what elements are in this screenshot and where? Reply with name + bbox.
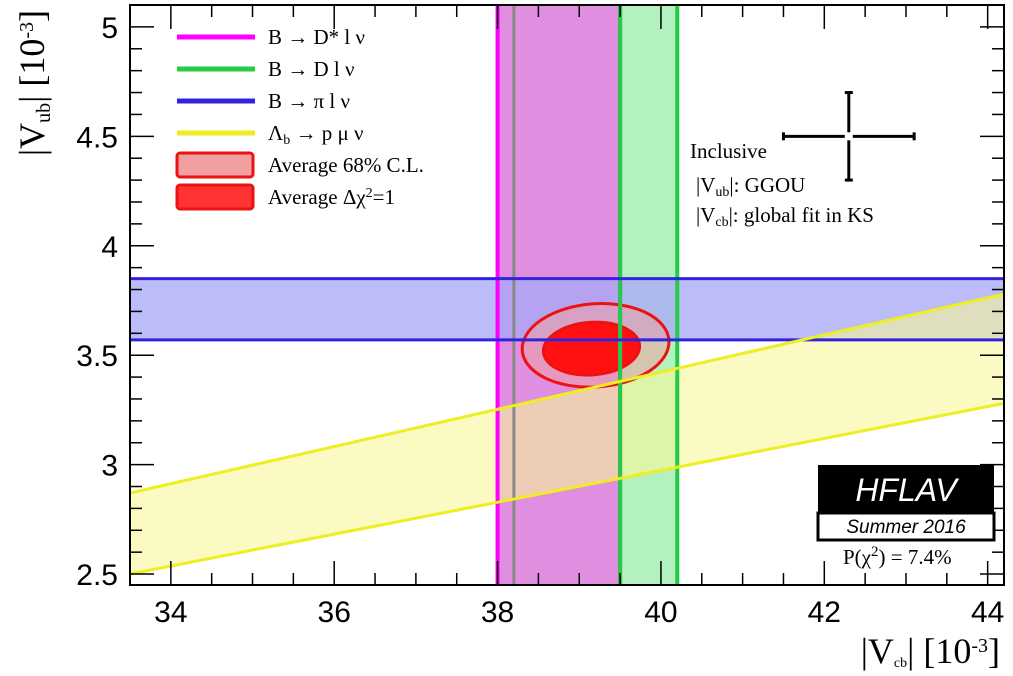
legend-label-0: B → D* l ν	[268, 25, 365, 49]
axis-ticks	[129, 4, 1004, 585]
plot-area	[130, 5, 1004, 585]
p-value-text: P(χ2) = 7.4%	[843, 544, 952, 569]
hflav-season-text: Summer 2016	[846, 517, 966, 538]
legend-label-4: Average 68% C.L.	[268, 153, 424, 177]
sloped-band-fill	[130, 293, 1004, 575]
sloped-band-edge-0	[130, 401, 1004, 576]
inclusive-point-marker	[781, 91, 916, 182]
ellipse-dchi2	[541, 320, 642, 377]
legend-swatch-5	[175, 183, 255, 211]
tick-labels: 34 36 38 40 42 44 2.5 3 3.5 4 4.5 5	[76, 12, 1004, 629]
x-tick-label: 44	[971, 596, 1004, 629]
inclusive-vcb-method: |Vcb|: global fit in KS	[696, 203, 874, 230]
y-tick-label: 3	[101, 450, 118, 483]
legend: B → D* l ν B → D l ν B → π l ν Λb → p μ ν Av…	[175, 25, 424, 211]
x-axis-title: |Vcb| [10-3]	[861, 631, 1000, 671]
x-tick-label: 40	[644, 596, 677, 629]
hflav-logo-text: HFLAV	[855, 472, 959, 508]
x-tick-label: 42	[808, 596, 841, 629]
sloped-band-edge-1	[130, 292, 1004, 495]
y-tick-label: 3.5	[76, 340, 118, 373]
legend-label-2: B → π l ν	[268, 89, 350, 113]
x-tick-label: 34	[154, 596, 187, 629]
x-tick-label: 38	[481, 596, 514, 629]
legend-label-5: Average Δχ2=1	[268, 185, 395, 209]
inclusive-vub-method: |Vub|: GGOU	[696, 173, 805, 200]
y-tick-label: 4.5	[76, 121, 118, 154]
y-tick-label: 4	[101, 231, 118, 264]
legend-label-1: B → D l ν	[268, 57, 355, 81]
inclusive-title: Inclusive	[690, 139, 767, 163]
legend-label-3: Λb → p μ ν	[268, 121, 364, 148]
y-tick-label: 5	[101, 12, 118, 45]
y-axis-title: |Vub| [10-3]	[12, 10, 55, 156]
x-tick-label: 36	[318, 596, 351, 629]
legend-swatch-4	[175, 151, 255, 179]
plot-frame	[129, 4, 1005, 586]
y-tick-label: 2.5	[76, 559, 118, 592]
hflav-badge: HFLAV Summer 2016	[816, 465, 996, 542]
